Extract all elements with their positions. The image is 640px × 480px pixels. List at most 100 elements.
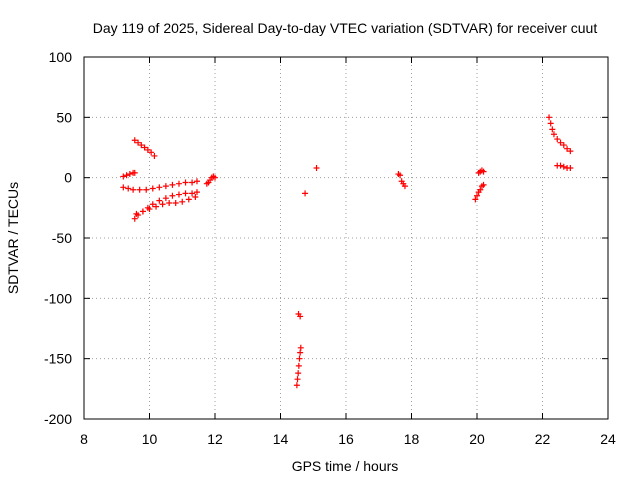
data-point (557, 162, 564, 169)
data-point (131, 215, 138, 222)
data-point (120, 173, 127, 180)
series-arc-p (554, 162, 574, 172)
data-point (131, 169, 138, 176)
data-point (141, 144, 148, 151)
grid-lines (84, 57, 608, 419)
data-point (185, 196, 192, 203)
data-point (131, 137, 138, 144)
y-tick-label: -100 (44, 290, 72, 306)
data-point (397, 172, 404, 179)
data-point (151, 152, 158, 159)
series-arc-n (472, 181, 487, 203)
data-point (120, 184, 127, 191)
data-point (175, 180, 182, 187)
series-arc-i (302, 190, 309, 197)
data-point (472, 196, 479, 203)
data-point (567, 148, 574, 155)
data-point (295, 362, 302, 369)
series-arc-h (293, 344, 304, 389)
x-axis-title: GPS time / hours (292, 458, 399, 474)
data-point (175, 191, 182, 198)
data-point (169, 181, 176, 188)
data-point (149, 201, 156, 208)
data-point (550, 131, 557, 138)
data-point (296, 355, 303, 362)
data-point (146, 206, 153, 213)
data-point (136, 186, 143, 193)
series-arc-c (120, 178, 200, 193)
data-point (172, 200, 179, 207)
data-point (302, 190, 309, 197)
data-point (480, 168, 487, 175)
x-tick-label: 12 (207, 431, 223, 447)
y-tick-label: 100 (49, 49, 73, 65)
data-point (212, 174, 218, 181)
data-point (554, 136, 561, 143)
data-point (179, 198, 186, 205)
data-point (192, 193, 199, 200)
y-tick-label: -50 (52, 230, 72, 246)
data-point (297, 313, 304, 320)
series-arc-a (120, 169, 138, 180)
y-tick-label: 50 (56, 109, 72, 125)
series-arc-j (313, 165, 320, 172)
data-point (139, 208, 146, 215)
data-point (474, 192, 480, 199)
data-point (153, 203, 160, 210)
data-point (294, 376, 301, 383)
series-arc-g (295, 311, 304, 320)
data-point (297, 344, 304, 351)
x-tick-label: 8 (80, 431, 88, 447)
data-point (182, 179, 189, 186)
data-point (401, 183, 408, 190)
chart-title: Day 119 of 2025, Sidereal Day-to-day VTE… (93, 20, 598, 36)
data-point (182, 190, 189, 197)
series-arc-b (131, 137, 158, 159)
data-point (567, 165, 574, 172)
x-tick-label: 18 (404, 431, 420, 447)
data-point (156, 197, 163, 204)
data-point (560, 163, 567, 170)
x-tick-label: 24 (600, 431, 616, 447)
data-point (189, 190, 196, 197)
data-point (125, 185, 132, 192)
data-point (169, 192, 176, 199)
data-point (123, 172, 130, 179)
x-tick-label: 20 (469, 431, 485, 447)
y-tick-label: -150 (44, 351, 72, 367)
x-tick-label: 16 (338, 431, 354, 447)
data-point (166, 200, 173, 207)
data-point (162, 195, 169, 202)
data-point (547, 120, 554, 127)
series-arc-k (395, 171, 404, 179)
x-tick-label: 14 (273, 431, 289, 447)
y-axis-title: SDTVAR / TECUs (5, 182, 21, 294)
x-tick-label: 22 (535, 431, 551, 447)
data-point (135, 139, 142, 146)
data-point (189, 179, 196, 186)
data-point (148, 149, 155, 156)
data-point (193, 189, 200, 196)
data-points (120, 114, 574, 389)
y-tick-label: -200 (44, 411, 72, 427)
y-tick-label: 0 (64, 170, 72, 186)
data-point (156, 184, 163, 191)
data-point (193, 178, 200, 185)
data-point (143, 186, 150, 193)
data-point (133, 210, 140, 217)
axis-ticks: 8 10 12 14 16 18 20 22 24 100 50 0 -50 -100 -150 -200 (44, 49, 616, 447)
data-point (480, 181, 487, 188)
data-point (144, 146, 151, 153)
data-point (549, 126, 556, 133)
data-point (477, 186, 484, 193)
series-arc-d (131, 189, 200, 222)
data-point (564, 145, 571, 152)
x-tick-label: 10 (142, 431, 158, 447)
data-point (546, 114, 553, 121)
data-point (130, 186, 137, 193)
data-point (560, 142, 567, 149)
data-point (138, 142, 145, 149)
data-point (159, 201, 166, 208)
series-arc-e (133, 193, 199, 217)
